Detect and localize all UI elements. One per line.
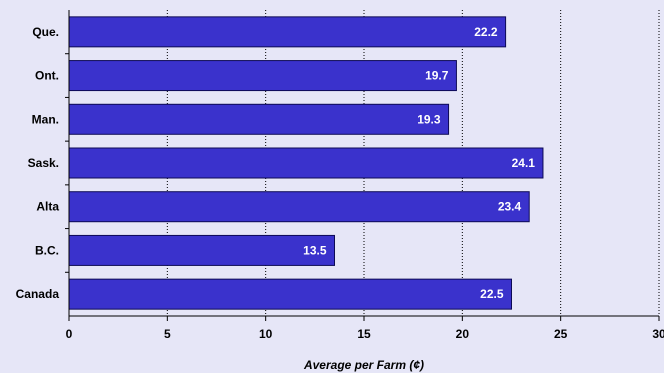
data-label-ont: 19.7	[425, 69, 449, 83]
bar-ont	[68, 60, 457, 92]
bar-que	[68, 16, 507, 48]
data-label-canada: 22.5	[480, 287, 504, 301]
data-label-bc: 13.5	[303, 243, 327, 257]
bar-canada	[68, 278, 512, 310]
bars	[68, 16, 544, 310]
x-tick-label-0: 0	[66, 327, 73, 341]
category-label-sask: Sask.	[28, 156, 59, 170]
x-tick-label-25: 25	[554, 327, 568, 341]
bar-sask	[68, 147, 544, 179]
bar-man	[68, 103, 450, 135]
x-tick-label-15: 15	[357, 327, 371, 341]
x-tick-label-30: 30	[652, 327, 664, 341]
category-label-bc: B.C.	[35, 243, 59, 257]
x-axis-title: Average per Farm (¢)	[303, 358, 424, 372]
data-label-alta: 23.4	[498, 200, 522, 214]
data-label-sask: 24.1	[512, 156, 536, 170]
bar-alta	[68, 191, 530, 223]
data-label-man: 19.3	[417, 112, 441, 126]
category-label-que: Que.	[32, 25, 59, 39]
x-tick-label-20: 20	[456, 327, 470, 341]
bar-bc	[68, 234, 335, 266]
labels: 22.2 Que. 19.7 Ont. 19.3 Man. 24.1 Sask. 23.4 Alt…	[16, 25, 664, 341]
category-label-man: Man.	[32, 112, 59, 126]
x-tick-label-10: 10	[259, 327, 273, 341]
x-tick-label-5: 5	[164, 327, 171, 341]
category-label-ont: Ont.	[35, 69, 59, 83]
axes	[65, 10, 660, 321]
category-label-canada: Canada	[16, 287, 60, 301]
data-label-que: 22.2	[474, 25, 498, 39]
category-label-alta: Alta	[36, 200, 59, 214]
